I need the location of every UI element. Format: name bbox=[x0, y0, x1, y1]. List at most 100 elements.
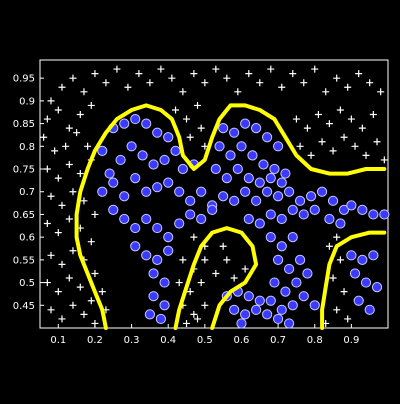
plus-marker bbox=[289, 70, 297, 78]
circle-marker bbox=[130, 241, 141, 252]
circle-marker bbox=[291, 277, 302, 288]
circle-marker bbox=[338, 204, 350, 215]
plus-marker bbox=[186, 133, 194, 141]
circle-marker bbox=[163, 245, 174, 256]
plus-marker bbox=[183, 115, 191, 123]
plus-marker bbox=[223, 74, 231, 82]
plus-marker bbox=[230, 274, 238, 282]
plus-marker bbox=[329, 274, 337, 282]
plus-marker bbox=[58, 315, 66, 323]
circle-marker bbox=[177, 163, 188, 175]
plus-marker bbox=[201, 301, 209, 309]
plus-marker bbox=[212, 269, 220, 277]
plus-marker bbox=[333, 74, 341, 82]
circle-marker bbox=[298, 209, 309, 220]
plus-marker bbox=[336, 106, 344, 114]
y-tick-label: 0.85 bbox=[13, 119, 35, 130]
plus-marker bbox=[43, 165, 51, 173]
circle-marker bbox=[265, 295, 276, 306]
plus-marker bbox=[369, 111, 377, 119]
plus-marker bbox=[65, 124, 73, 132]
plus-marker bbox=[54, 106, 62, 114]
plus-marker bbox=[212, 65, 220, 73]
plus-marker bbox=[380, 156, 388, 164]
plus-marker bbox=[197, 279, 205, 287]
plus-marker bbox=[325, 242, 333, 250]
plus-marker bbox=[69, 74, 77, 82]
circle-marker bbox=[258, 159, 269, 170]
circle-marker bbox=[287, 300, 298, 311]
circle-marker bbox=[273, 254, 284, 265]
circle-marker bbox=[346, 200, 357, 211]
plus-marker bbox=[179, 256, 187, 264]
circle-marker bbox=[232, 163, 243, 175]
y-tick-label: 0.65 bbox=[13, 210, 35, 221]
circle-marker bbox=[108, 177, 119, 188]
x-tick-label: 0.3 bbox=[124, 335, 140, 346]
x-tick-label: 0.5 bbox=[197, 335, 213, 346]
plus-marker bbox=[340, 288, 348, 296]
plus-marker bbox=[80, 310, 88, 318]
circle-marker bbox=[240, 186, 251, 197]
circle-marker bbox=[265, 232, 276, 243]
circle-marker bbox=[141, 250, 152, 261]
circle-marker bbox=[163, 177, 174, 188]
circle-marker bbox=[170, 145, 181, 156]
plus-marker bbox=[73, 129, 81, 137]
circle-marker bbox=[273, 313, 284, 325]
plus-marker bbox=[325, 120, 333, 128]
circle-marker bbox=[130, 173, 141, 184]
circle-marker bbox=[152, 182, 163, 193]
plus-marker bbox=[65, 160, 73, 168]
circle-marker bbox=[159, 154, 170, 166]
plus-marker bbox=[91, 269, 99, 277]
circle-marker bbox=[287, 204, 298, 215]
circle-marker bbox=[185, 209, 196, 220]
circle-marker bbox=[280, 286, 291, 297]
plus-marker bbox=[157, 65, 165, 73]
x-tick-label: 0.2 bbox=[87, 335, 103, 346]
plus-marker bbox=[40, 133, 48, 141]
circle-marker bbox=[126, 141, 137, 152]
plus-marker bbox=[373, 138, 381, 146]
circle-marker bbox=[97, 145, 108, 156]
plus-marker bbox=[351, 142, 359, 150]
circle-marker bbox=[302, 268, 313, 279]
circle-marker bbox=[305, 191, 317, 202]
plus-marker bbox=[80, 197, 88, 205]
circle-marker bbox=[240, 118, 251, 129]
y-tick-label: 0.5 bbox=[19, 278, 35, 289]
plus-marker bbox=[175, 279, 183, 287]
plus-marker bbox=[76, 170, 84, 178]
circle-marker bbox=[240, 309, 251, 320]
circle-marker bbox=[316, 186, 328, 197]
circle-marker bbox=[196, 186, 207, 197]
circle-marker bbox=[309, 300, 320, 311]
plus-marker bbox=[98, 288, 106, 296]
plus-marker bbox=[146, 79, 154, 87]
plus-marker bbox=[344, 315, 352, 323]
circle-marker bbox=[141, 213, 152, 225]
plus-marker bbox=[358, 124, 366, 132]
plus-marker bbox=[183, 319, 191, 327]
positive-class-markers bbox=[97, 113, 390, 329]
plus-marker bbox=[190, 70, 198, 78]
plus-marker bbox=[219, 242, 227, 250]
negative-class-markers bbox=[40, 65, 388, 327]
circle-marker bbox=[155, 313, 166, 325]
plus-marker bbox=[43, 279, 51, 287]
circle-marker bbox=[137, 150, 148, 161]
circle-marker bbox=[309, 204, 320, 215]
plus-marker bbox=[186, 288, 194, 296]
circle-marker bbox=[247, 150, 258, 161]
circle-marker bbox=[294, 254, 306, 265]
circle-marker bbox=[371, 282, 383, 293]
circle-marker bbox=[148, 159, 159, 170]
plus-marker bbox=[47, 306, 55, 314]
circle-marker bbox=[357, 254, 368, 265]
circle-marker bbox=[141, 186, 152, 197]
plus-marker bbox=[344, 83, 352, 91]
y-tick-label: 0.7 bbox=[19, 187, 35, 198]
plus-marker bbox=[322, 88, 330, 96]
